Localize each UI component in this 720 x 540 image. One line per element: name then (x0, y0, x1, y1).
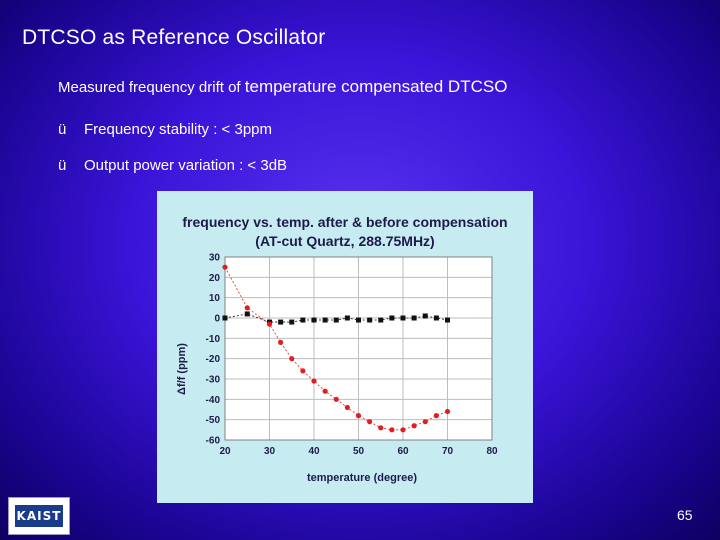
x-tick-label: 60 (397, 446, 409, 457)
chart-title-line1: frequency vs. temp. after & before compe… (182, 214, 507, 230)
data-point-after (389, 315, 395, 321)
x-tick-labels: 20 30 40 50 60 70 80 (219, 446, 498, 457)
data-point-before (400, 427, 406, 433)
frequency-temperature-chart: frequency vs. temp. after & before compe… (176, 214, 508, 484)
x-tick-label: 20 (219, 446, 231, 457)
logo-text: KAIST (15, 505, 63, 527)
data-point-after (222, 315, 228, 321)
data-point-after (367, 317, 373, 323)
x-tick-label: 70 (442, 446, 454, 457)
data-point-after (400, 315, 406, 321)
slide-title: DTCSO as Reference Oscillator (22, 26, 326, 49)
chart-container: frequency vs. temp. after & before compe… (157, 191, 533, 503)
y-axis-label: Δf/f (ppm) (176, 343, 188, 395)
data-point-before (378, 425, 384, 431)
data-point-before (222, 264, 228, 270)
data-point-before (300, 368, 306, 374)
series-group (222, 264, 451, 433)
x-axis-label: temperature (degree) (307, 472, 417, 484)
data-point-before (266, 321, 273, 327)
data-point-after (289, 319, 295, 325)
data-point-after (433, 315, 439, 321)
data-point-before (422, 419, 428, 425)
data-point-after (378, 317, 384, 323)
data-point-before (278, 339, 284, 345)
slide-subtitle: Measured frequency drift of temperature … (58, 77, 507, 97)
data-point-after (356, 317, 361, 323)
data-point-before (355, 413, 362, 419)
data-point-before (344, 404, 350, 411)
data-point-after (411, 315, 417, 321)
x-tick-label: 40 (308, 446, 320, 457)
subtitle-part2: temperature compensated DTCSO (244, 77, 508, 96)
bullet-frequency-stability: ü Frequency stability : < 3ppm (58, 121, 272, 138)
y-tick-label: -30 (206, 375, 221, 386)
data-point-after (344, 315, 350, 321)
bullet-text: Output power variation : < 3dB (84, 157, 288, 174)
subtitle-part1: Measured frequency drift of (58, 79, 245, 96)
data-point-after (244, 311, 250, 317)
data-point-before (311, 378, 317, 384)
data-point-after (422, 313, 428, 319)
data-point-before (289, 356, 295, 362)
data-point-before (433, 413, 439, 419)
y-tick-label: 20 (209, 273, 221, 284)
data-point-after (322, 317, 328, 323)
data-point-before (333, 396, 339, 402)
data-point-before (322, 388, 328, 394)
y-tick-label: -20 (206, 354, 221, 365)
chart-title-line2: (AT-cut Quartz, 288.75MHz) (255, 233, 434, 249)
bullet-output-power: ü Output power variation : < 3dB (58, 157, 287, 174)
data-point-before (244, 305, 250, 311)
data-point-before (444, 408, 451, 415)
data-point-before (367, 419, 373, 425)
y-tick-label: -10 (206, 334, 221, 345)
page-number: 65 (677, 507, 693, 523)
plot-border (224, 256, 493, 441)
y-tick-labels: 30 20 10 0 -10 -20 -30 -40 -50 -60 (206, 253, 221, 447)
x-tick-label: 80 (486, 446, 498, 457)
y-tick-label: -50 (206, 415, 221, 426)
bullet-text: Frequency stability : < 3ppm (84, 121, 273, 138)
check-icon: ü (58, 121, 67, 138)
data-point-after (333, 317, 339, 323)
x-tick-label: 50 (353, 446, 365, 457)
data-point-after (300, 317, 306, 323)
y-tick-label: 10 (209, 293, 221, 304)
data-point-before (389, 427, 395, 433)
x-tick-label: 30 (264, 446, 276, 457)
data-point-before (411, 423, 417, 429)
y-tick-label: -60 (206, 436, 221, 447)
y-tick-label: 0 (214, 314, 220, 325)
check-icon: ü (58, 157, 67, 174)
data-point-after (311, 317, 317, 323)
y-tick-label: -40 (206, 395, 221, 406)
y-tick-label: 30 (209, 253, 221, 264)
data-point-after (278, 319, 284, 325)
data-point-after (445, 317, 450, 323)
kaist-logo: KAIST (8, 497, 70, 535)
